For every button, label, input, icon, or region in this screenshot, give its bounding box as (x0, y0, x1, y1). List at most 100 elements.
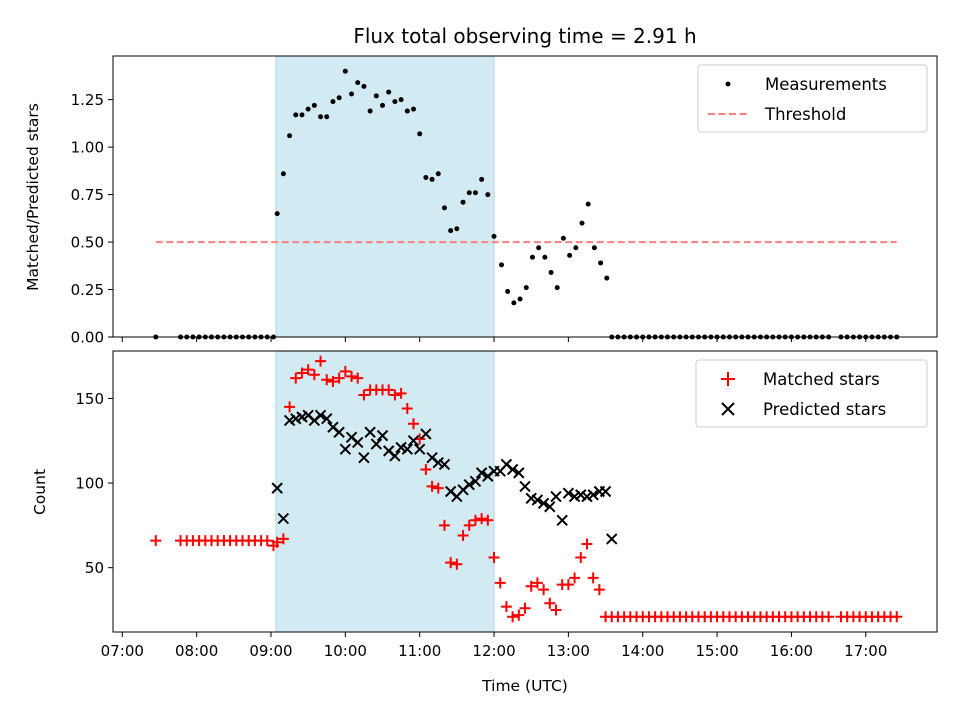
matched-star-point (581, 538, 593, 550)
matched-star-point (401, 403, 413, 415)
y-tick-label: 0.25 (71, 281, 104, 299)
matched-star-point (463, 519, 475, 531)
measurement-point (598, 260, 604, 266)
matched-star-point (321, 374, 333, 386)
matched-star-point (346, 370, 358, 382)
legend-measurements-label: Measurements (765, 75, 887, 94)
matched-star-point (531, 577, 543, 589)
predicted-star-point (506, 463, 519, 476)
predicted-star-point (352, 436, 364, 449)
predicted-star-point (550, 490, 562, 503)
predicted-star-point (599, 485, 612, 498)
matched-star-point (500, 601, 512, 613)
matched-star-point (432, 482, 444, 494)
matched-star-point (891, 611, 903, 623)
predicted-star-point (314, 409, 327, 422)
x-tick-label: 13:00 (547, 642, 590, 660)
chart-title: Flux total observing time = 2.91 h (353, 24, 696, 48)
y-tick-label: 1.25 (71, 91, 104, 109)
matched-star-point (569, 572, 581, 584)
measurement-point (542, 254, 548, 260)
predicted-star-point (271, 482, 283, 494)
matched-star-point (383, 384, 395, 396)
x-tick-label: 10:00 (324, 642, 367, 660)
measurement-point (274, 211, 280, 217)
matched-star-point (457, 530, 469, 542)
matched-star-point (482, 514, 494, 526)
x-tick-label: 17:00 (844, 642, 887, 660)
predicted-star-point (562, 487, 575, 499)
measurement-point (567, 252, 573, 258)
x-axis-label: Time (UTC) (481, 677, 568, 695)
shaded-window-rect (275, 350, 495, 633)
predicted-star-point (389, 450, 401, 462)
matched-star-point (420, 463, 432, 475)
x-tick-label: 16:00 (770, 642, 813, 660)
matched-star-point (544, 597, 556, 609)
predicted-star-point (358, 451, 370, 464)
measurement-point (398, 97, 404, 103)
predicted-star-point (277, 512, 290, 525)
y-tick-label: 0.50 (71, 234, 104, 252)
measurement-point (299, 112, 305, 118)
matched-star-point (333, 372, 345, 384)
measurement-point (498, 262, 504, 268)
predicted-star-point (606, 533, 618, 545)
x-tick-label: 09:00 (249, 642, 292, 660)
observing-window-shade (275, 55, 495, 338)
predicted-star-point (469, 475, 482, 488)
measurement-point (305, 106, 311, 112)
measurement-point (349, 91, 355, 97)
measurement-point (373, 93, 379, 99)
top-y-axis-label: Matched/Predicted stars (24, 103, 42, 291)
predicted-star-point (513, 467, 525, 479)
matched-star-point (469, 514, 481, 526)
top-legend: Measurements Threshold (697, 64, 928, 133)
predicted-star-point (531, 494, 544, 506)
measurement-point (529, 254, 535, 260)
matched-star-point (507, 611, 519, 623)
matched-star-point (284, 401, 296, 413)
matched-star-point (476, 513, 488, 525)
measurement-point (511, 300, 517, 306)
legend-matched-marker (721, 372, 735, 386)
top-panel: 0.00 0.25 0.50 0.75 1.00 1.25 Matched/Predict… (24, 55, 938, 347)
matched-star-point (426, 480, 438, 492)
measurement-point (311, 102, 317, 108)
measurement-point (454, 226, 460, 232)
x-tick-label: 11:00 (398, 642, 441, 660)
predicted-star-point (370, 438, 383, 450)
matched-star-point (358, 389, 370, 401)
bottom-legend: Matched stars Predicted stars (695, 359, 928, 428)
bottom-axes-frame (112, 350, 938, 633)
top-axes-frame (112, 55, 938, 338)
predicted-star-point (475, 467, 488, 479)
measurement-point (441, 205, 447, 211)
measurement-point (466, 190, 472, 196)
matched-star-point (823, 611, 835, 623)
matched-star-point (352, 372, 364, 384)
measurement-point (435, 171, 441, 177)
measurement-point (318, 114, 324, 120)
predicted-star-point (519, 480, 531, 493)
matched-star-point (550, 604, 562, 616)
measurement-point (423, 175, 429, 181)
predicted-stars-series (271, 409, 618, 545)
matched-star-point (302, 364, 314, 376)
legend-predicted-label: Predicted stars (763, 400, 886, 419)
measurement-point (448, 228, 454, 234)
measurement-point (491, 233, 497, 239)
bottom-y-axis: 50 100 150 (75, 390, 113, 577)
y-tick-label: 50 (85, 559, 104, 577)
measurement-point (392, 99, 398, 105)
predicted-star-point (544, 501, 556, 513)
measurement-point (579, 220, 585, 226)
measurement-point (361, 83, 367, 89)
measurement-point (560, 235, 566, 241)
measurement-point (386, 89, 392, 95)
bottom-panel: 50 100 150 07:00 08:00 09:00 10:00 11:00 12:00 1… (31, 350, 938, 695)
matched-star-point (389, 389, 401, 401)
y-tick-label: 0.00 (71, 329, 104, 347)
measurement-point (429, 176, 435, 182)
